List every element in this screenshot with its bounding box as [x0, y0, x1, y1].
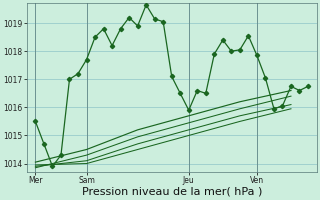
X-axis label: Pression niveau de la mer( hPa ): Pression niveau de la mer( hPa )	[82, 187, 262, 197]
